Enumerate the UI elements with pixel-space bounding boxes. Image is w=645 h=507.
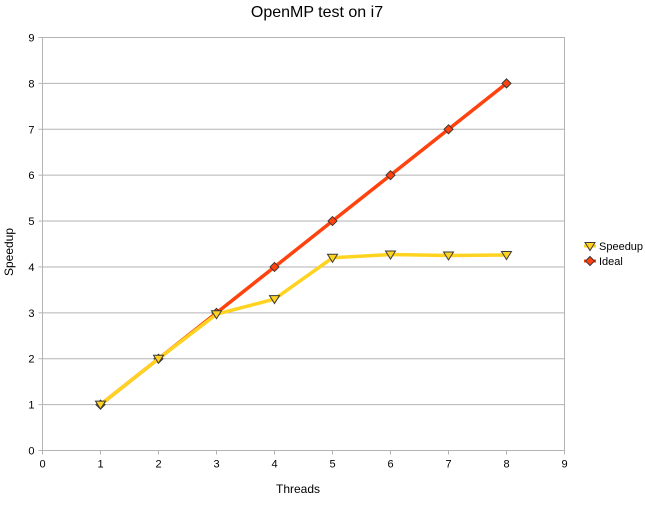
data-point-speedup (500, 251, 513, 261)
legend-swatch-marker (584, 242, 596, 252)
legend-swatch-marker (584, 255, 596, 267)
data-point-speedup (384, 250, 397, 260)
data-point-ideal (385, 169, 396, 181)
data-point-ideal (327, 215, 338, 227)
x-tick-label: 4 (271, 459, 277, 471)
data-point-speedup (152, 354, 165, 365)
series-speedup (94, 250, 513, 411)
x-tick-label: 6 (387, 459, 393, 471)
legend-label: Speedup (599, 241, 643, 253)
x-axis-label: Threads (276, 482, 320, 496)
legend-item-ideal: Ideal (584, 255, 623, 268)
y-tick-label: 6 (28, 170, 34, 182)
legend: Speedup Ideal (584, 241, 643, 268)
data-point-speedup (442, 251, 455, 261)
y-tick-label: 0 (28, 446, 34, 458)
x-tick-label: 0 (39, 459, 45, 471)
x-tick-label: 8 (503, 459, 509, 471)
y-tick-label: 8 (28, 78, 34, 90)
data-point-speedup (210, 310, 223, 320)
y-tick-label: 9 (28, 33, 34, 45)
data-point-ideal (443, 124, 454, 135)
x-tick-label: 5 (329, 459, 335, 471)
y-axis-label: Speedup (2, 228, 16, 276)
y-tick-label: 5 (28, 216, 34, 228)
chart-title: OpenMP test on i7 (251, 4, 383, 21)
plot-area (42, 37, 565, 451)
y-tick-label: 7 (28, 124, 34, 136)
y-tick-label: 3 (28, 308, 34, 320)
legend-label: Ideal (599, 256, 623, 268)
data-point-speedup (268, 295, 281, 305)
x-tick-label: 1 (97, 459, 103, 471)
data-point-ideal (269, 261, 280, 273)
series-line-speedup (98, 252, 509, 407)
y-tick-label: 2 (28, 354, 34, 366)
data-point-ideal (501, 78, 512, 89)
data-point-speedup (326, 253, 339, 264)
ticks: 0 1 2 3 4 5 6 7 8 9 0 1 2 3 4 5 6 7 8 9 (28, 33, 567, 471)
x-tick-label: 2 (155, 459, 161, 471)
x-tick-label: 7 (445, 459, 451, 471)
x-tick-label: 3 (213, 459, 219, 471)
y-tick-label: 1 (28, 400, 34, 412)
data-point-speedup (94, 400, 107, 411)
x-tick-label: 9 (561, 459, 567, 471)
y-tick-label: 4 (28, 262, 34, 274)
series-layer (94, 78, 513, 411)
legend-item-speedup: Speedup (584, 241, 643, 253)
